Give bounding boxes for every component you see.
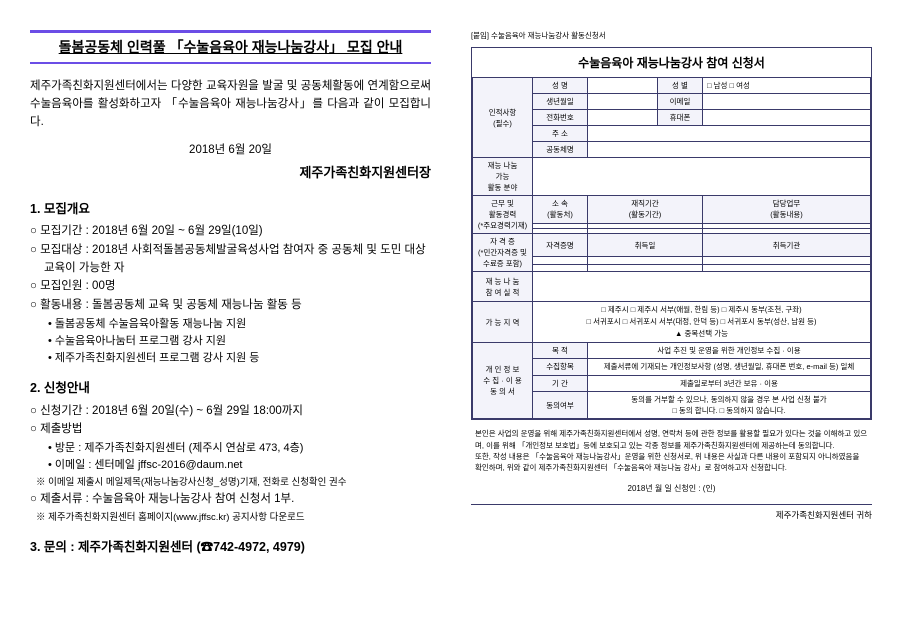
s2-docs: ○ 제출서류 : 수눌음육아 재능나눔강사 참여 신청서 1부. [30,491,431,509]
label-phone: 전화번호 [533,110,588,126]
field-birth[interactable] [588,94,658,110]
declaration-text: 본인은 사업의 운영을 위해 제주가족친화지원센터에서 성명, 연락처 등에 관… [471,420,872,477]
s2-email: • 이메일 : 센터메일 jffsc-2016@daum.net [30,457,431,474]
label-talent-field: 재능 나눔 가능 활동 분야 [473,158,533,196]
s1-activity: ○ 활동내용 : 돌봄공동체 교육 및 공동체 재능나눔 활동 등 [30,297,431,315]
field-email[interactable] [703,94,871,110]
s1-sub3: • 제주가족친화지원센터 프로그램 강사 지원 등 [30,350,431,367]
label-cert: 자 격 증 (*민간자격증 및 수료증 포함) [473,234,533,272]
label-consent: 개 인 정 보 수 집 · 이 용 동 의 서 [473,343,533,419]
main-title: 돌봄공동체 인력풀 「수눌음육아 재능나눔강사」 모집 안내 [30,35,431,65]
consent-items: 제출서류에 기재되는 개인정보사항 (성명, 생년월일, 휴대폰 번호, e-m… [588,359,871,375]
cert-r1c1[interactable] [533,257,588,264]
label-email: 이메일 [658,94,703,110]
label-career-period: 재직기간 (활동기간) [588,196,703,224]
field-talent[interactable] [533,158,871,196]
field-gender[interactable]: □ 남성 □ 여성 [703,78,871,94]
field-address[interactable] [588,126,871,142]
signer: 제주가족친화지원센터장 [30,163,431,183]
consent-purpose: 사업 추진 및 운영을 위한 개인정보 수집 · 이용 [588,343,871,359]
label-consent-items: 수집항목 [533,359,588,375]
s1-sub2: • 수눌음육아나눔터 프로그램 강사 지원 [30,333,431,350]
attachment-label: [붙임] 수눌음육아 재능나눔강사 활동신청서 [471,30,872,41]
label-career: 근무 및 활동경력 (*주요경력기재) [473,196,533,234]
consent-period: 제출일로부터 3년간 보유 · 이용 [588,375,871,391]
intro-paragraph: 제주가족친화지원센터에서는 다양한 교육자원을 발굴 및 공동체활동에 연계함으… [30,78,431,131]
s1-target: ○ 모집대상 : 2018년 사회적돌봄공동체발굴육성사업 참여자 중 공동체 … [30,242,431,278]
s2-visit: • 방문 : 제주가족친화지원센터 (제주시 연삼로 473, 4층) [30,440,431,457]
label-cert-name: 자격증명 [533,234,588,257]
label-consent-period: 기 간 [533,375,588,391]
label-personal: 인적사항 (필수) [473,78,533,158]
s2-note1: ※ 이메일 제출시 메일제목(재능나눔강사신청_성명)기재, 전화로 신청확인 … [30,476,431,491]
label-career-org: 소 속 (활동처) [533,196,588,224]
field-phone[interactable] [588,110,658,126]
s1-people: ○ 모집인원 : 00명 [30,278,431,296]
field-name[interactable] [588,78,658,94]
cert-r1c2[interactable] [588,257,703,264]
section-1-head: 1. 모집개요 [30,200,431,219]
field-record[interactable] [533,272,871,302]
s1-period: ○ 모집기간 : 2018년 6월 20일 ~ 6월 29일(10일) [30,223,431,241]
issue-date: 2018년 6월 20일 [30,142,431,160]
title-top-rule [30,30,431,33]
section-3-head: 3. 문의 : 제주가족친화지원센터 (☎742-4972, 4979) [30,538,431,557]
left-page: 돌봄공동체 인력풀 「수눌음육아 재능나눔강사」 모집 안내 제주가족친화지원센… [20,30,451,616]
label-community: 공동체명 [533,142,588,158]
label-area: 가 능 지 역 [473,302,533,343]
label-cert-org: 취득기관 [703,234,871,257]
consent-agree[interactable]: 동의를 거부할 수 있으나, 동의하지 않을 경우 본 사업 신청 불가 □ 동… [588,391,871,419]
s2-note2: ※ 제주가족친화지원센터 홈페이지(www.jffsc.kr) 공지사항 다운로… [30,511,431,526]
label-birth: 생년월일 [533,94,588,110]
application-form: 수눌음육아 재능나눔강사 참여 신청서 인적사항 (필수) 성 명 성 별 □ … [471,47,872,420]
section-2-head: 2. 신청안내 [30,379,431,398]
field-community[interactable] [588,142,871,158]
label-career-duty: 담당업무 (활동내용) [703,196,871,224]
cert-r2c3[interactable] [703,264,871,271]
s2-period: ○ 신청기간 : 2018년 6월 20일(수) ~ 6월 29일 18:00까… [30,403,431,421]
label-consent-agree: 동의여부 [533,391,588,419]
signature-line[interactable]: 2018년 월 일 신청인 : (인) [471,483,872,494]
field-mobile[interactable] [703,110,871,126]
s1-sub1: • 돌봄공동체 수눌음육아활동 재능나눔 지원 [30,316,431,333]
form-table: 인적사항 (필수) 성 명 성 별 □ 남성 □ 여성 생년월일 이메일 전화번… [472,77,871,419]
label-mobile: 휴대폰 [658,110,703,126]
right-page: [붙임] 수눌음육아 재능나눔강사 활동신청서 수눌음육아 재능나눔강사 참여 … [451,30,880,616]
label-gender: 성 별 [658,78,703,94]
cert-r1c3[interactable] [703,257,871,264]
form-title: 수눌음육아 재능나눔강사 참여 신청서 [472,48,871,77]
label-address: 주 소 [533,126,588,142]
label-cert-date: 취득일 [588,234,703,257]
field-area[interactable]: □ 제주시 □ 제주시 서부(애월, 한림 등) □ 제주시 동부(조천, 구좌… [533,302,871,343]
cert-r2c2[interactable] [588,264,703,271]
s2-method: ○ 제출방법 [30,421,431,439]
label-record: 재 능 나 눔 참 여 실 적 [473,272,533,302]
cert-r2c1[interactable] [533,264,588,271]
label-name: 성 명 [533,78,588,94]
label-consent-purpose: 목 적 [533,343,588,359]
addressee: 제주가족친화지원센터 귀하 [471,504,872,521]
